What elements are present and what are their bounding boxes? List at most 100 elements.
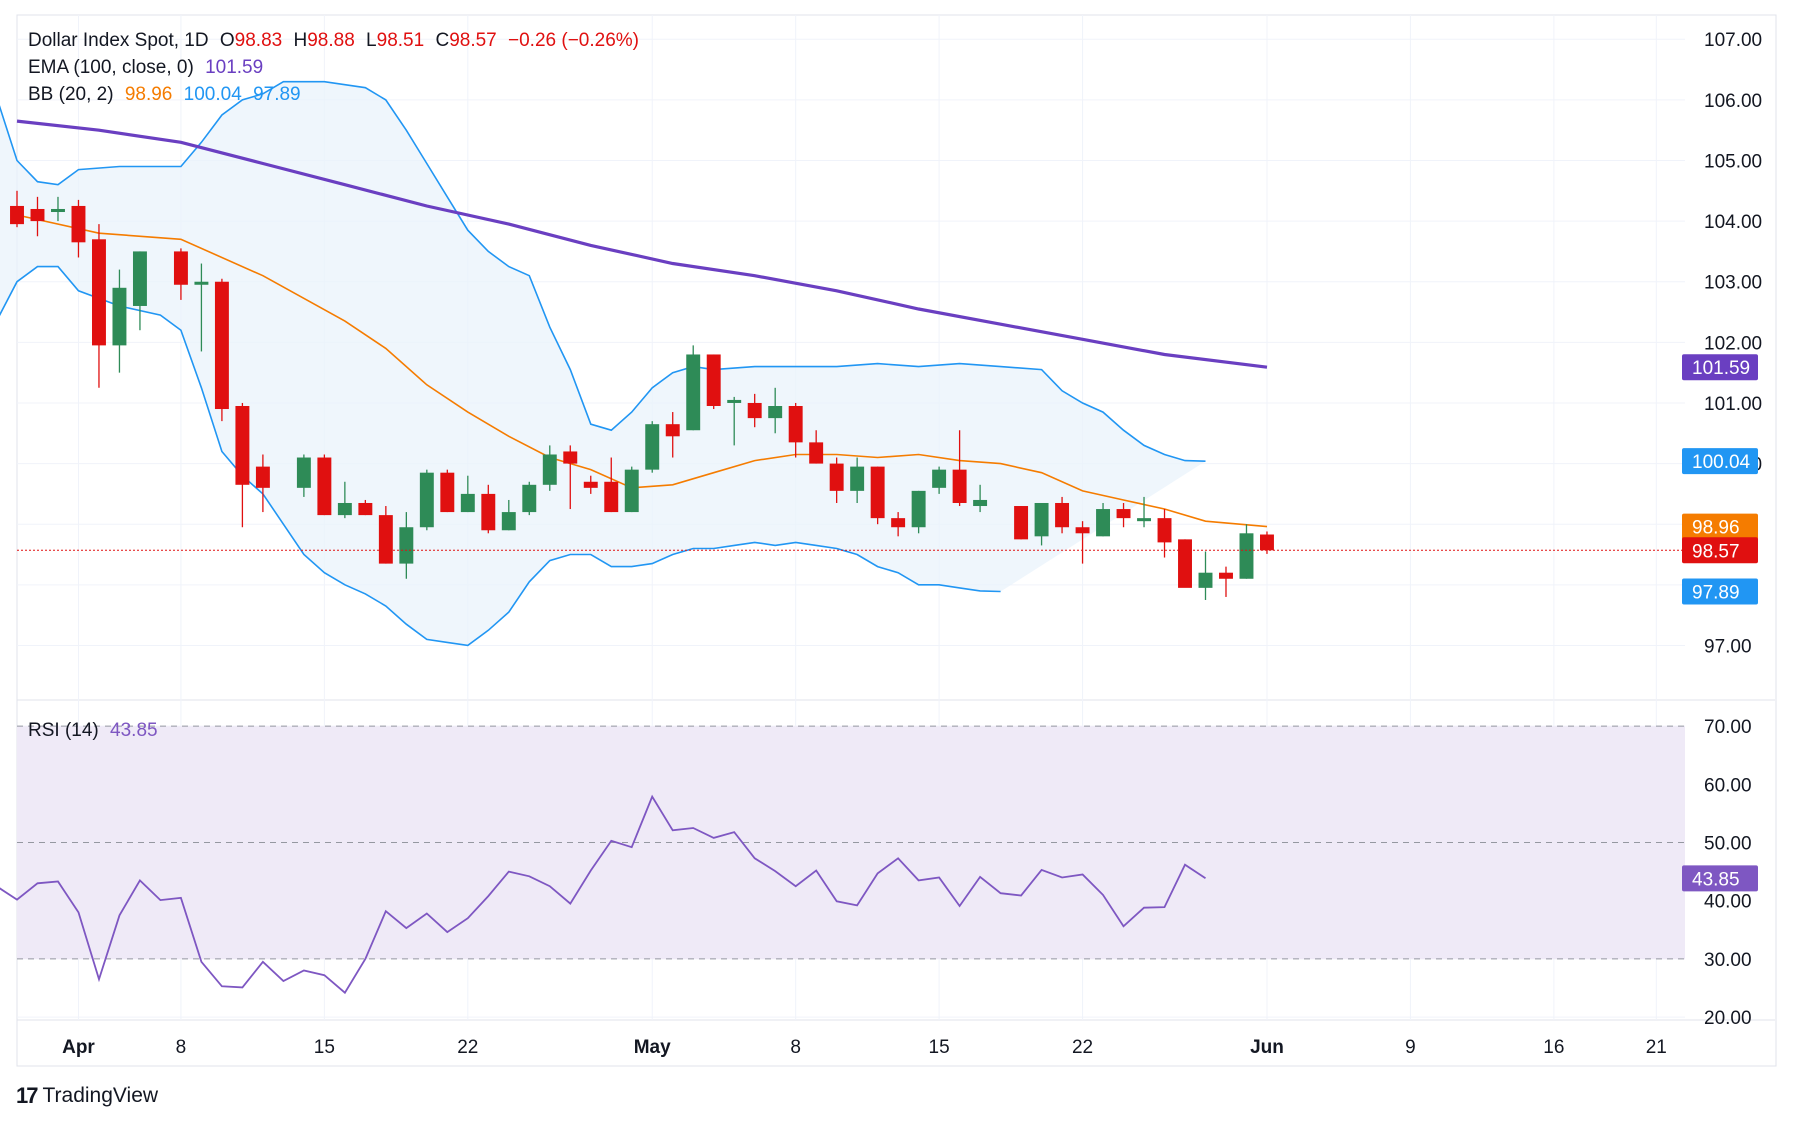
candle-body bbox=[1219, 572, 1233, 579]
price-axis-tick: 105.00 bbox=[1704, 151, 1762, 172]
bb-lower-tag bbox=[1682, 578, 1758, 605]
low-label: L bbox=[366, 30, 377, 51]
candle-body bbox=[973, 499, 988, 507]
rsi-value-tag-text: 43.85 bbox=[1692, 869, 1740, 890]
candle-body bbox=[399, 527, 414, 564]
rsi-axis-tick: 40.00 bbox=[1704, 892, 1752, 913]
candle-body bbox=[71, 205, 86, 243]
candle-body bbox=[911, 490, 926, 528]
bb-lower-value: 97.89 bbox=[253, 84, 301, 105]
candle-body bbox=[173, 251, 188, 285]
candle-body bbox=[624, 469, 639, 513]
candle-body bbox=[91, 239, 106, 346]
candle-body bbox=[194, 281, 209, 285]
candle-body bbox=[1178, 539, 1192, 588]
candle-body bbox=[604, 481, 619, 513]
candle-body bbox=[870, 466, 885, 519]
bb-lower-tag-text: 97.89 bbox=[1692, 582, 1740, 603]
ema-value: 101.59 bbox=[205, 57, 264, 78]
brand-name: TradingView bbox=[42, 1084, 159, 1107]
bb-basis-value: 98.96 bbox=[124, 84, 173, 105]
time-axis-tick: Apr bbox=[62, 1037, 95, 1058]
time-axis-tick: 15 bbox=[929, 1037, 950, 1058]
candle-body bbox=[235, 405, 250, 485]
candle-body bbox=[10, 205, 24, 225]
time-axis-tick: 22 bbox=[1072, 1037, 1093, 1058]
candle-body bbox=[1075, 527, 1090, 534]
rsi-legend: RSI (14) 43.85 bbox=[28, 720, 164, 742]
candle-body bbox=[850, 466, 865, 491]
candle-body bbox=[522, 484, 537, 513]
rsi-line bbox=[0, 794, 1206, 995]
price-axis-tick: 97.00 bbox=[1704, 636, 1752, 657]
candle-body bbox=[419, 472, 434, 528]
candle-body bbox=[583, 481, 598, 488]
open-label: O bbox=[219, 30, 235, 51]
bb-basis-tag-text: 98.96 bbox=[1692, 518, 1740, 539]
candle-body bbox=[665, 424, 680, 437]
open-value: 98.83 bbox=[234, 30, 283, 51]
ema-legend: EMA (100, close, 0) 101.59 bbox=[28, 57, 269, 79]
rsi-band-fill bbox=[17, 726, 1685, 959]
last-price-tag bbox=[1682, 537, 1758, 564]
high-label: H bbox=[293, 30, 308, 51]
last-price-tag-text: 98.57 bbox=[1692, 541, 1740, 562]
candle-body bbox=[563, 451, 578, 464]
time-axis-tick: 8 bbox=[790, 1037, 801, 1058]
candle-body bbox=[296, 457, 311, 488]
candle-body bbox=[1239, 533, 1254, 579]
tradingview-brand[interactable]: 17 TradingView bbox=[16, 1083, 158, 1109]
low-value: 98.51 bbox=[376, 30, 425, 51]
candle-body bbox=[747, 402, 762, 419]
price-axis-tick: 101.00 bbox=[1704, 394, 1762, 415]
candle-body bbox=[706, 354, 721, 406]
candle-body bbox=[214, 281, 229, 410]
candle-body bbox=[1198, 572, 1213, 588]
candle-body bbox=[542, 454, 557, 485]
ema-100-line bbox=[16, 119, 1268, 369]
rsi-value-tag bbox=[1682, 865, 1758, 892]
candle-body bbox=[255, 466, 270, 488]
candle-body bbox=[1055, 502, 1070, 528]
candle-body bbox=[768, 405, 783, 419]
bb-upper-value: 100.04 bbox=[183, 84, 242, 105]
symbol-title: Dollar Index Spot, 1D bbox=[28, 30, 209, 51]
header-legend: Dollar Index Spot, 1D O98.83 H98.88 L98.… bbox=[28, 30, 645, 52]
time-axis-tick: May bbox=[634, 1037, 671, 1058]
price-axis-tick: 102.00 bbox=[1704, 333, 1762, 354]
time-axis-tick: Jun bbox=[1250, 1037, 1284, 1058]
candle-body bbox=[1260, 534, 1274, 551]
candle-body bbox=[727, 399, 742, 403]
rsi-axis-tick: 70.00 bbox=[1704, 717, 1752, 738]
time-axis-tick: 22 bbox=[457, 1037, 478, 1058]
candle-body bbox=[809, 442, 824, 464]
candle-body bbox=[932, 469, 947, 488]
candle-body bbox=[501, 512, 516, 531]
candle-body bbox=[1096, 509, 1111, 537]
bb-lower-line bbox=[0, 265, 1001, 647]
candle-body bbox=[829, 463, 844, 491]
time-axis-tick: 16 bbox=[1543, 1037, 1564, 1058]
candle-body bbox=[891, 518, 906, 528]
bb-upper-tag-text: 100.04 bbox=[1692, 452, 1751, 473]
bb-band-fill bbox=[0, 81, 1206, 646]
time-axis-tick: 21 bbox=[1646, 1037, 1667, 1058]
rsi-axis-tick: 60.00 bbox=[1704, 775, 1752, 796]
close-label: C bbox=[435, 30, 450, 51]
ema-value-tag-text: 101.59 bbox=[1692, 358, 1750, 379]
candle-body bbox=[686, 354, 701, 431]
rsi-axis-tick: 50.00 bbox=[1704, 834, 1752, 855]
price-axis-tick: 104.00 bbox=[1704, 212, 1762, 233]
candle-body bbox=[358, 502, 373, 516]
time-axis-tick: 8 bbox=[176, 1037, 187, 1058]
candle-body bbox=[51, 208, 65, 213]
ema-label: EMA (100, close, 0) bbox=[28, 57, 194, 78]
candle-body bbox=[481, 493, 496, 531]
candle-body bbox=[132, 251, 147, 306]
tradingview-logo-icon: 17 bbox=[16, 1083, 39, 1108]
candle-body bbox=[30, 208, 45, 222]
bb-upper-tag bbox=[1682, 448, 1758, 475]
close-value: 98.57 bbox=[449, 30, 497, 51]
candle-body bbox=[1014, 506, 1029, 540]
candle-body bbox=[952, 469, 967, 503]
